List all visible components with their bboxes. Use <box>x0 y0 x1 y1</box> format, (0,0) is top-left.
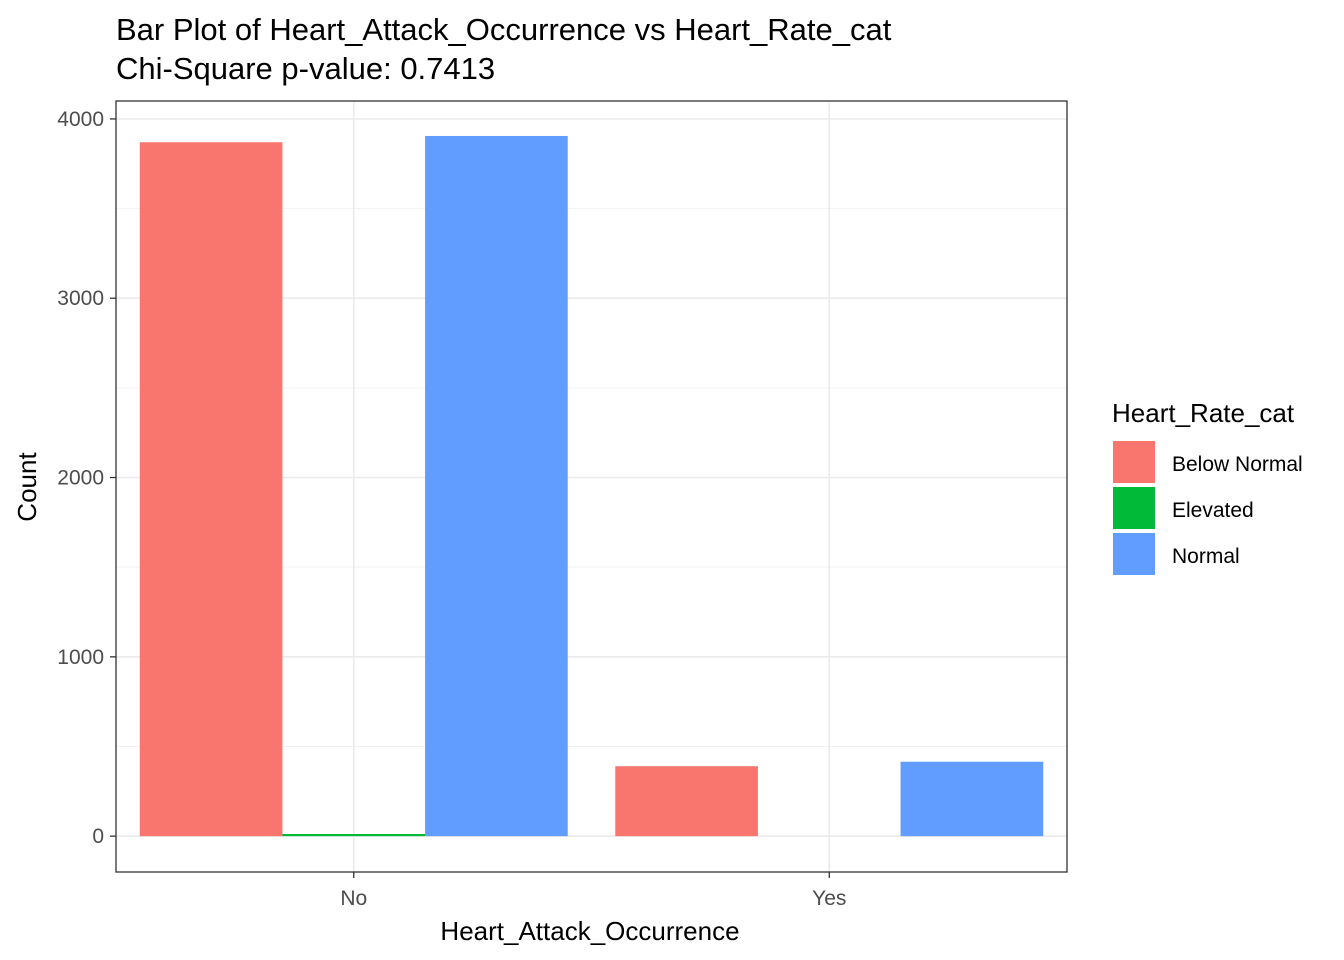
bar-normal-no <box>425 135 568 837</box>
legend-swatch <box>1113 487 1155 529</box>
y-axis: 0 1000 2000 3000 4000 <box>57 108 116 848</box>
legend-label: Normal <box>1172 545 1240 568</box>
legend-label: Below Normal <box>1172 453 1303 476</box>
bar-below-normal-yes <box>615 766 758 837</box>
x-tick-label: Yes <box>812 887 846 910</box>
y-tick-label: 0 <box>92 825 104 848</box>
legend: Heart_Rate_cat Below Normal Elevated Norma… <box>1112 398 1303 575</box>
legend-swatch <box>1113 441 1155 483</box>
legend-item-elevated: Elevated <box>1113 487 1254 529</box>
y-tick-label: 4000 <box>57 108 104 131</box>
legend-item-normal: Normal <box>1113 533 1240 575</box>
y-tick-label: 3000 <box>57 287 104 310</box>
x-axis: No Yes <box>340 872 846 910</box>
legend-label: Elevated <box>1172 499 1254 522</box>
x-axis-title: Heart_Attack_Occurrence <box>440 916 739 946</box>
y-tick-label: 2000 <box>57 467 104 490</box>
bar-elevated-no <box>282 833 426 837</box>
legend-title: Heart_Rate_cat <box>1112 398 1295 428</box>
bar-normal-yes <box>900 761 1044 837</box>
bar-below-normal-no <box>139 142 283 837</box>
legend-swatch <box>1113 533 1155 575</box>
x-tick-label: No <box>340 887 367 910</box>
plot-panel-border <box>115 100 1068 873</box>
y-axis-title: Count <box>12 452 42 522</box>
chart-title: Bar Plot of Heart_Attack_Occurrence vs H… <box>116 12 892 47</box>
y-tick-label: 1000 <box>57 646 104 669</box>
chart-subtitle: Chi-Square p-value: 0.7413 <box>116 51 495 86</box>
legend-item-below-normal: Below Normal <box>1113 441 1303 483</box>
bars <box>139 135 1044 837</box>
